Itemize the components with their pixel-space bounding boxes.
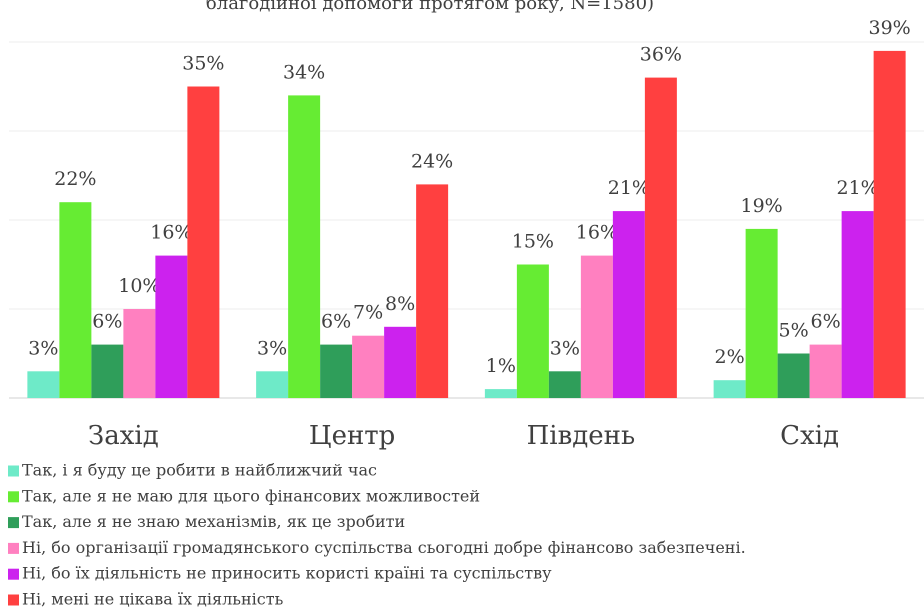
data-label: 6% xyxy=(811,311,841,333)
legend-label: Ні, мені не цікава їх діяльність xyxy=(22,590,284,609)
bar xyxy=(91,344,124,398)
legend-label: Ні, бо організації громадянського суспіл… xyxy=(22,538,746,557)
bar xyxy=(59,202,92,398)
data-label: 6% xyxy=(321,311,351,333)
x-tick-label: Схід xyxy=(780,421,839,451)
data-label: 7% xyxy=(353,302,383,324)
bar xyxy=(256,371,289,398)
data-label: 2% xyxy=(715,346,745,368)
data-label: 3% xyxy=(550,337,580,359)
data-label: 36% xyxy=(640,44,682,66)
chart-title: благодійної допомоги протягом року, N=15… xyxy=(206,0,654,14)
bar xyxy=(27,371,60,398)
data-label: 19% xyxy=(741,195,783,217)
bar xyxy=(123,309,156,398)
bar xyxy=(288,95,321,399)
bar xyxy=(416,184,449,398)
data-label: 3% xyxy=(28,337,58,359)
legend-swatch xyxy=(8,491,19,503)
bar xyxy=(809,344,842,398)
bar xyxy=(745,228,778,398)
bar xyxy=(612,211,645,398)
data-label: 22% xyxy=(54,168,96,190)
data-label: 8% xyxy=(385,293,415,315)
legend-swatch xyxy=(8,594,19,606)
legend-label: Ні, бо їх діяльність не приносить корист… xyxy=(22,564,552,583)
x-tick-label: Південь xyxy=(527,421,636,451)
legend-swatch xyxy=(8,542,19,554)
data-label: 5% xyxy=(779,320,809,342)
data-label: 16% xyxy=(150,222,192,244)
bar xyxy=(873,50,906,399)
legend-label: Так, але я не знаю механізмів, як це зро… xyxy=(22,512,405,531)
bar xyxy=(548,371,581,398)
data-label: 1% xyxy=(486,355,516,377)
x-tick-label: Захід xyxy=(88,421,159,451)
data-label: 15% xyxy=(512,231,554,253)
legend-swatch xyxy=(8,568,19,580)
data-label: 21% xyxy=(608,177,650,199)
data-label: 34% xyxy=(283,61,325,83)
bar xyxy=(841,211,874,398)
bar xyxy=(777,353,810,398)
bar xyxy=(484,389,517,398)
data-label: 35% xyxy=(182,53,224,75)
bar xyxy=(644,77,677,398)
legend-swatch xyxy=(8,517,19,529)
bar xyxy=(384,326,417,398)
legend-label: Так, і я буду це робити в найближчий час xyxy=(22,461,377,480)
data-label: 6% xyxy=(92,311,122,333)
bar xyxy=(516,264,549,398)
bar xyxy=(580,255,613,398)
data-label: 16% xyxy=(576,222,618,244)
bar xyxy=(187,86,220,398)
legend-label: Так, але я не маю для цього фінансових м… xyxy=(22,486,480,505)
data-label: 39% xyxy=(869,17,911,39)
data-label: 21% xyxy=(837,177,879,199)
data-label: 24% xyxy=(411,150,453,172)
legend-swatch xyxy=(8,465,19,477)
bar xyxy=(320,344,353,398)
bar xyxy=(155,255,188,398)
data-label: 3% xyxy=(257,337,287,359)
data-label: 10% xyxy=(118,275,160,297)
bar xyxy=(352,335,385,398)
x-tick-label: Центр xyxy=(309,421,395,451)
bar xyxy=(713,380,746,398)
